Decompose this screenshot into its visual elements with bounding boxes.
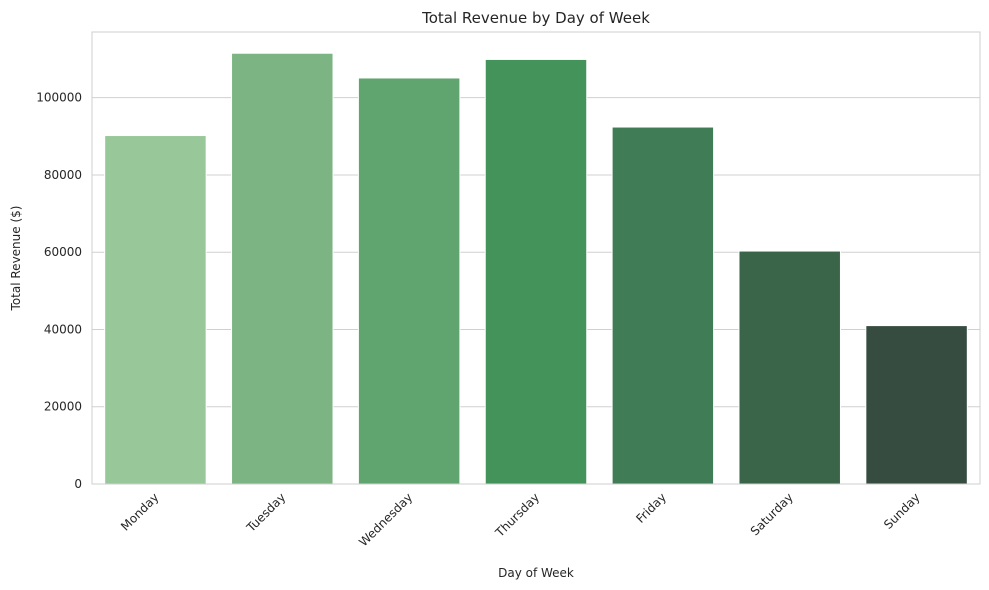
y-tick-label: 0 xyxy=(74,477,82,491)
bars xyxy=(104,52,968,485)
x-tick-label: Thursday xyxy=(492,490,542,540)
x-tick-label: Monday xyxy=(118,490,161,533)
y-tick-label: 80000 xyxy=(44,168,82,182)
x-tick-label: Tuesday xyxy=(243,490,288,535)
y-axis-ticks: 0 20000 40000 60000 80000 100000 xyxy=(36,91,82,491)
bar-saturday xyxy=(738,250,841,485)
y-tick-label: 20000 xyxy=(44,400,82,414)
plot-frame xyxy=(91,31,981,485)
x-axis-label: Day of Week xyxy=(498,566,574,580)
chart-title: Total Revenue by Day of Week xyxy=(421,9,650,27)
y-axis-label: Total Revenue ($) xyxy=(9,206,23,312)
bar-thursday xyxy=(484,58,588,485)
x-tick-label: Saturday xyxy=(748,490,796,538)
y-tick-label: 40000 xyxy=(44,322,82,336)
y-tick-label: 100000 xyxy=(36,91,82,105)
bar-friday xyxy=(611,126,715,485)
bar-monday xyxy=(104,135,207,485)
y-tick-label: 60000 xyxy=(44,245,82,259)
bar-tuesday xyxy=(231,52,334,485)
x-tick-label: Friday xyxy=(633,490,669,526)
x-axis-ticks: Monday Tuesday Wednesday Thursday Friday Satu… xyxy=(118,490,923,549)
x-tick-label: Wednesday xyxy=(356,490,415,549)
x-tick-label: Sunday xyxy=(881,490,923,532)
bar-wednesday xyxy=(357,77,461,485)
bar-sunday xyxy=(865,325,968,485)
